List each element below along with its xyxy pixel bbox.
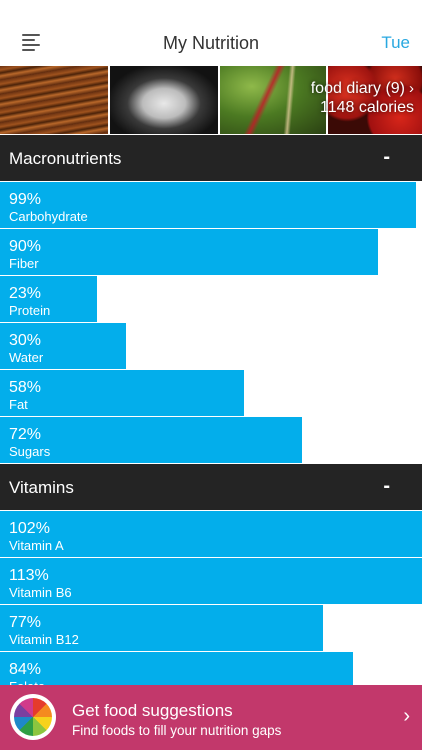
section-title: Vitamins <box>9 478 74 497</box>
nutrient-percent: 77% <box>9 614 42 631</box>
diary-summary[interactable]: food diary (9) › 1148 calories <box>311 66 414 134</box>
day-selector[interactable]: Tue <box>381 33 410 52</box>
section-header-1[interactable]: Vitamins - <box>0 464 422 510</box>
nutrient-percent: 30% <box>9 332 42 349</box>
nutrient-percent: 90% <box>9 238 42 255</box>
nutrient-percent: 99% <box>9 191 42 208</box>
nutrient-name: Vitamin A <box>9 538 64 553</box>
promo-title: Get food suggestions <box>72 701 233 720</box>
chard-photo <box>220 66 326 134</box>
nav-bar: My Nutrition Tue <box>0 0 422 66</box>
nutrient-bar[interactable]: 72% Sugars <box>0 417 302 463</box>
color-wheel-icon <box>10 694 56 740</box>
nutrient-bar[interactable]: 90% Fiber <box>0 229 378 275</box>
chevron-right-icon: › <box>409 80 414 97</box>
nutrient-name: Vitamin B6 <box>9 585 72 600</box>
nutrient-bar[interactable]: 23% Protein <box>0 276 97 322</box>
nutrient-name: Water <box>9 350 44 365</box>
nutrient-percent: 23% <box>9 285 42 302</box>
food-diary-link[interactable]: food diary (9) <box>310 80 405 97</box>
chevron-right-icon[interactable]: › <box>403 705 410 727</box>
nutrient-name: Carbohydrate <box>9 209 88 224</box>
nutrient-percent: 113% <box>9 567 49 584</box>
tomato-photo <box>328 66 422 134</box>
nutrient-name: Fiber <box>9 256 39 271</box>
nutrient-name: Protein <box>9 303 51 318</box>
nutrient-percent: 72% <box>9 426 42 443</box>
nutrient-bar[interactable]: 77% Vitamin B12 <box>0 605 323 651</box>
nutrient-bar[interactable]: 99% Carbohydrate <box>0 182 416 228</box>
collapse-toggle[interactable]: - <box>383 475 390 497</box>
food-diary-banner[interactable]: food diary (9) › 1148 calories <box>0 66 422 134</box>
nutrient-bar[interactable]: 30% Water <box>0 323 126 369</box>
nutrient-bar[interactable]: 102% Vitamin A <box>0 511 422 557</box>
nutrient-percent: 58% <box>9 379 42 396</box>
milk-pitcher-photo <box>110 66 218 134</box>
nutrient-bar[interactable]: 58% Fat <box>0 370 244 416</box>
collapse-toggle[interactable]: - <box>383 146 390 168</box>
promo-subtitle: Find foods to fill your nutrition gaps <box>72 723 282 738</box>
section-title: Macronutrients <box>9 149 122 168</box>
nutrient-percent: 102% <box>9 520 50 537</box>
food-suggestions-banner[interactable]: Get food suggestions Find foods to fill … <box>0 685 422 750</box>
hamburger-menu-icon[interactable] <box>22 34 42 51</box>
nutrient-name: Fat <box>9 397 28 412</box>
calories-total: 1148 calories <box>320 99 414 116</box>
page-title: My Nutrition <box>162 33 260 53</box>
nutrient-name: Vitamin B12 <box>9 632 79 647</box>
nutrient-percent: 84% <box>9 661 42 678</box>
nutrient-bar[interactable]: 113% Vitamin B6 <box>0 558 422 604</box>
nutrient-name: Sugars <box>9 444 51 459</box>
cinnamon-photo <box>0 66 108 134</box>
section-header-0[interactable]: Macronutrients - <box>0 135 422 181</box>
